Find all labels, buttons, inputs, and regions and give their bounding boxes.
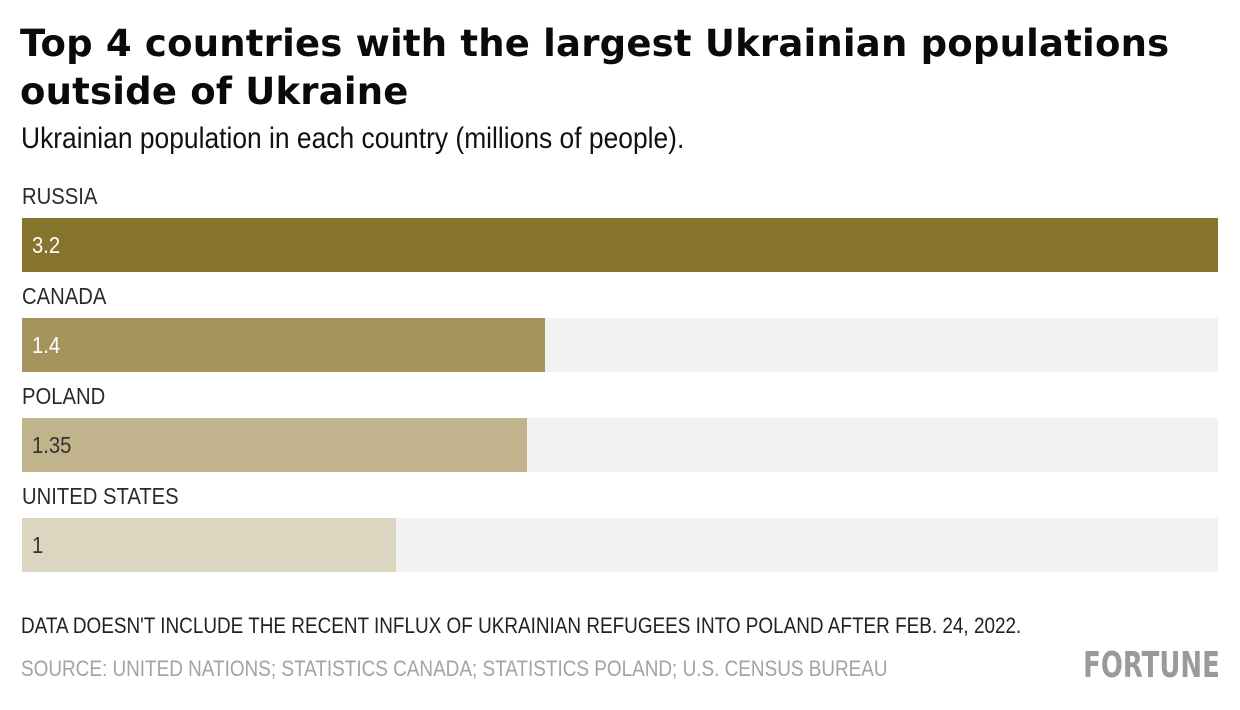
chart-title: Top 4 countries with the largest Ukraini… [20,22,1170,113]
chart-note: DATA DOESN'T INCLUDE THE RECENT INFLUX O… [21,613,1022,638]
bar-row: POLAND 1.35 [22,380,1218,480]
bar-chart: RUSSIA 3.2 CANADA 1.4 POLAND 1.35 UNITED STATE… [22,180,1218,580]
bar: 3.2 [22,218,1218,272]
value-label: 1.4 [32,332,61,358]
bar-track: 1 [22,518,1218,572]
bar-track: 1.35 [22,418,1218,472]
bar: 1 [22,518,396,572]
category-label: POLAND [22,383,106,409]
bar: 1.35 [22,418,527,472]
value-label: 3.2 [32,232,61,258]
bar: 1.4 [22,318,545,372]
fortune-logo: FORTUNE [1083,645,1220,686]
value-label: 1.35 [32,432,72,458]
bar-row: UNITED STATES 1 [22,480,1218,580]
chart-subtitle: Ukrainian population in each country (mi… [21,122,685,155]
category-label: RUSSIA [22,183,98,209]
category-label: CANADA [22,283,107,309]
chart-source: SOURCE: UNITED NATIONS; STATISTICS CANAD… [21,656,888,681]
bar-row: CANADA 1.4 [22,280,1218,380]
category-label: UNITED STATES [22,483,179,509]
value-label: 1 [32,532,44,558]
bar-track: 1.4 [22,318,1218,372]
bar-row: RUSSIA 3.2 [22,180,1218,280]
bar-track: 3.2 [22,218,1218,272]
